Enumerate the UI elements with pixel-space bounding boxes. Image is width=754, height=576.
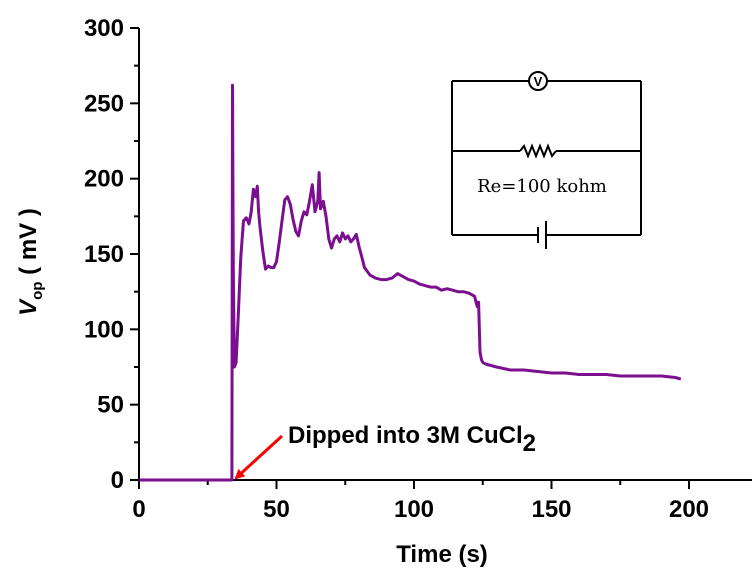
y-tick-label: 50 [97,392,124,419]
y-axis-label-main: V [15,298,42,316]
annotation-text-subscript: 2 [523,430,536,457]
annotation-text-main: Dipped into 3M CuCl [288,422,523,449]
annotation-arrow [234,434,284,480]
y-tick-label: 0 [111,467,124,494]
voltmeter-icon [528,71,548,91]
x-tick-labels: 0 50 100 150 200 [132,496,709,523]
x-tick-label: 50 [263,496,290,523]
x-tick-label: 100 [394,496,434,523]
resistor-label: Re=100 kohm [477,176,607,197]
y-tick-label: 150 [84,241,124,268]
y-tick-label: 200 [84,166,124,193]
y-tick-labels: 0 50 100 150 200 250 300 [84,15,124,494]
y-tick-label: 300 [84,15,124,42]
y-ticks [130,27,139,481]
annotation-text: Dipped into 3M CuCl2 [288,422,536,457]
resistor-icon [519,143,557,159]
voltmeter-symbol: V [534,74,543,89]
x-axis-label: Time (s) [396,541,488,568]
y-axis-label: Vop ( mV ) [15,208,46,316]
y-axis-label-units: ( mV ) [15,208,42,281]
series-line [139,83,682,482]
x-tick-label: 150 [531,496,571,523]
y-tick-label: 100 [84,316,124,343]
y-tick-label: 250 [84,90,124,117]
x-tick-label: 200 [669,496,709,523]
inset-circuit: V Re=100 kohm [451,71,642,249]
x-tick-label: 0 [132,496,145,523]
y-axis-label-subscript: op [29,282,46,300]
